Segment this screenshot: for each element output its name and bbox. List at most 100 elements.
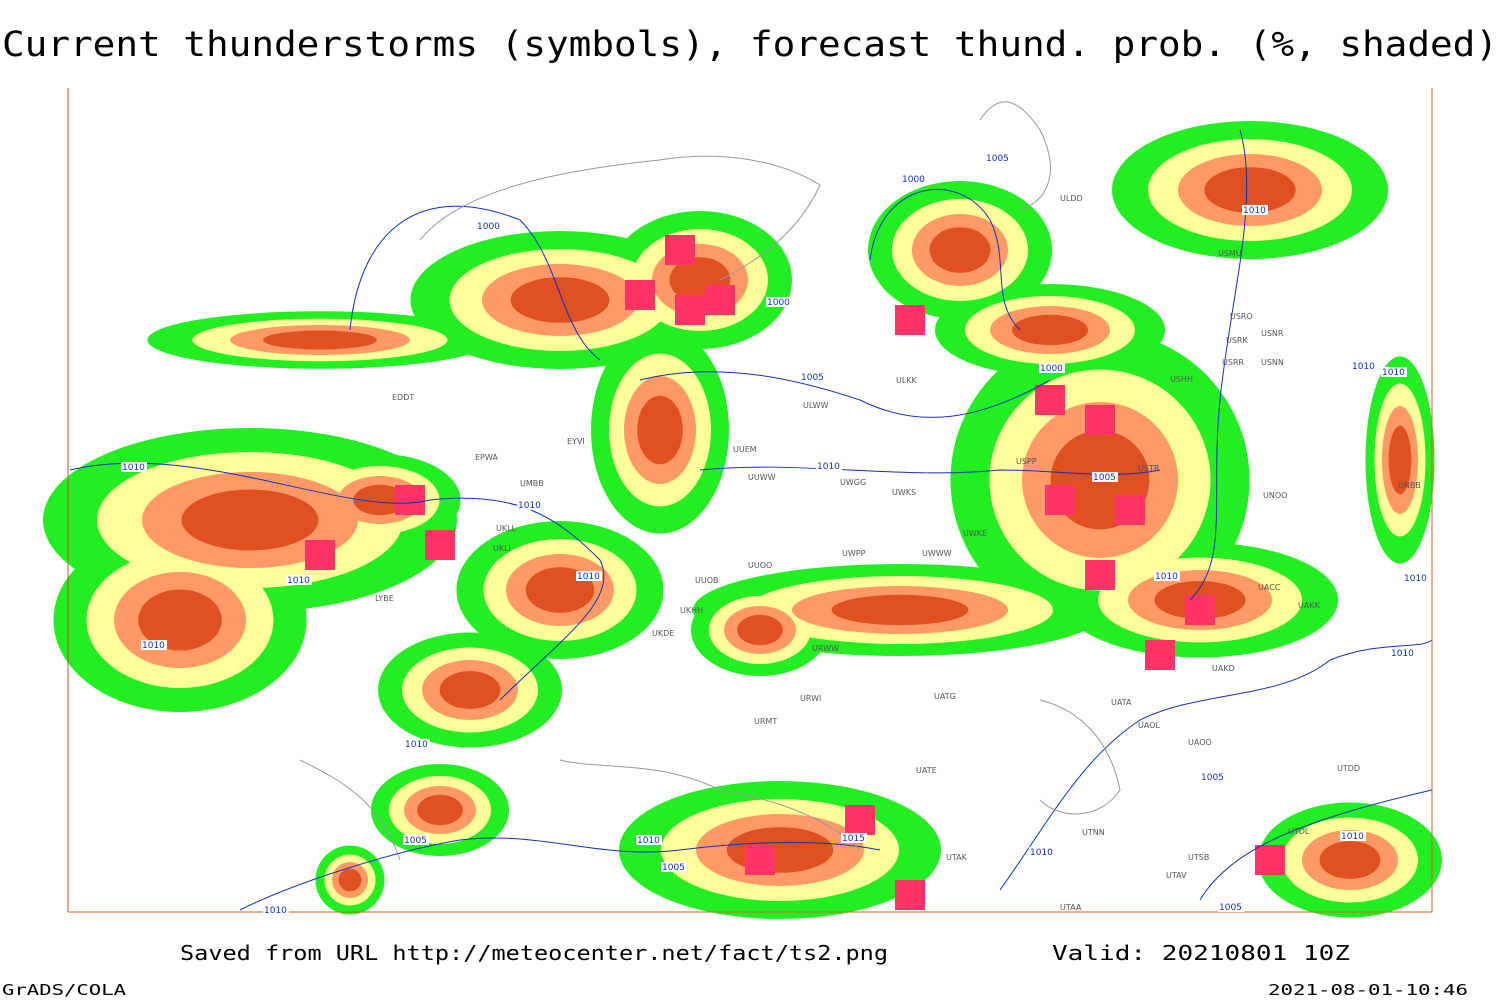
- prob-area: [929, 227, 991, 273]
- isobar-label-bg: [1154, 571, 1180, 581]
- thunderstorm-symbol: [1115, 495, 1145, 525]
- station-label: UAKD: [1212, 664, 1235, 673]
- prob-area: [181, 489, 319, 551]
- isobar-label: 1000: [902, 175, 925, 185]
- isobar-label-bg: [766, 297, 792, 307]
- isobar-label: 1010: [577, 572, 600, 582]
- isobar-label-bg: [517, 500, 543, 510]
- isobar-label: 1005: [1093, 473, 1116, 483]
- isobar-label: 1010: [405, 740, 428, 750]
- isobar-label-bg: [1351, 361, 1377, 371]
- isobar-label-bg: [841, 833, 867, 843]
- station-label: UATG: [934, 692, 956, 701]
- isobar-label: 1010: [1391, 649, 1414, 659]
- isobar-label-bg: [1200, 772, 1226, 782]
- station-label: USRO: [1230, 312, 1253, 321]
- isobar-label: 1010: [817, 462, 840, 472]
- isobar-label-bg: [404, 739, 430, 749]
- station-label: URWW: [812, 644, 839, 653]
- isobar-label: 1010: [518, 501, 541, 511]
- station-label: UWKE: [963, 529, 987, 538]
- coastline: [299, 759, 861, 861]
- isobar: [349, 205, 601, 361]
- isobar-label-bg: [1403, 573, 1429, 583]
- isobar-label-bg: [1381, 367, 1407, 377]
- station-label: UAOL: [1138, 721, 1160, 730]
- isobar-label: 1010: [1155, 572, 1178, 582]
- prob-area: [263, 330, 377, 350]
- station-label: UKLL: [496, 524, 517, 533]
- isobar: [1199, 789, 1433, 901]
- isobar-label-bg: [1092, 472, 1118, 482]
- station-label: UTNN: [1082, 828, 1105, 837]
- isobar-label-bg: [1029, 847, 1055, 857]
- station-label: USNN: [1261, 358, 1284, 367]
- prob-area: [831, 594, 969, 626]
- isobar-label-bg: [1390, 648, 1416, 658]
- isobar-label: 1000: [1040, 364, 1063, 374]
- isobar-label-bg: [121, 462, 147, 472]
- station-label: URMT: [754, 717, 777, 726]
- station-label: EDDT: [392, 393, 414, 402]
- thunderstorm-symbol: [1255, 845, 1285, 875]
- software: GrADS/COLA: [2, 981, 126, 999]
- isobar-label: 1010: [287, 576, 310, 586]
- station-label: UMBB: [520, 479, 544, 488]
- prob-area: [338, 868, 362, 892]
- coastline: [419, 155, 821, 281]
- isobar-label: 1005: [1201, 773, 1224, 783]
- station-label: UTAV: [1166, 871, 1187, 880]
- thunderstorm-symbol: [675, 295, 705, 325]
- thunderstorm-symbol: [625, 280, 655, 310]
- coastline: [1039, 699, 1121, 815]
- station-label: USPP: [1016, 457, 1037, 466]
- isobar-label: 1010: [1341, 832, 1364, 842]
- isobar-label: 1010: [142, 641, 165, 651]
- isobar-label: 1010: [264, 906, 287, 916]
- station-label: UKLI: [493, 544, 511, 553]
- thunderstorm-symbol: [745, 845, 775, 875]
- station-label: ULKK: [896, 376, 918, 385]
- thunderstorm-symbol: [425, 530, 455, 560]
- station-label: UTAA: [1060, 903, 1082, 912]
- prob-area: [353, 484, 407, 516]
- isobar-label-bg: [1218, 902, 1244, 912]
- isobar-label: 1010: [122, 463, 145, 473]
- prob-area: [417, 794, 463, 826]
- isobar-label: 1005: [986, 154, 1009, 164]
- station-label: UNBB: [1398, 481, 1421, 490]
- isobar-label: 1010: [1243, 206, 1266, 216]
- isobar-label: 1005: [404, 836, 427, 846]
- source-url: Saved from URL http://meteocenter.net/fa…: [180, 941, 888, 965]
- prob-area: [1388, 425, 1412, 495]
- station-label: USHH: [1170, 375, 1193, 384]
- station-label: USTR: [1138, 464, 1160, 473]
- isobar-label: 1005: [662, 863, 685, 873]
- isobar-label-bg: [141, 640, 167, 650]
- isobar-label-bg: [816, 461, 842, 471]
- station-label: UUEM: [733, 445, 757, 454]
- station-label: URWI: [800, 694, 821, 703]
- station-label: EYVI: [567, 437, 585, 446]
- isobar-label-bg: [576, 571, 602, 581]
- isobar-label-bg: [985, 153, 1011, 163]
- station-label: UUOB: [695, 576, 719, 585]
- isobar-label: 1010: [1030, 848, 1053, 858]
- isobar-label-bg: [901, 174, 927, 184]
- station-label: UWWW: [922, 549, 952, 558]
- map-labels: EDDT EPWA EYVI UMBB UKLL UKLI LYBE UUEM UUWW UWGG…: [121, 153, 1429, 916]
- prob-area: [439, 671, 501, 709]
- station-label: UAOO: [1188, 738, 1212, 747]
- thunderstorm-symbol: [1185, 595, 1215, 625]
- thunderstorm-symbol: [305, 540, 335, 570]
- station-label: USRR: [1222, 358, 1244, 367]
- prob-area: [1319, 841, 1381, 879]
- station-label: UTSB: [1188, 853, 1209, 862]
- thunderstorm-symbol: [1045, 485, 1075, 515]
- probability-shading: [43, 121, 1442, 919]
- isobars: [69, 129, 1433, 911]
- isobar-label-bg: [403, 835, 429, 845]
- prob-area: [1204, 167, 1296, 213]
- thunderstorm-symbol: [895, 305, 925, 335]
